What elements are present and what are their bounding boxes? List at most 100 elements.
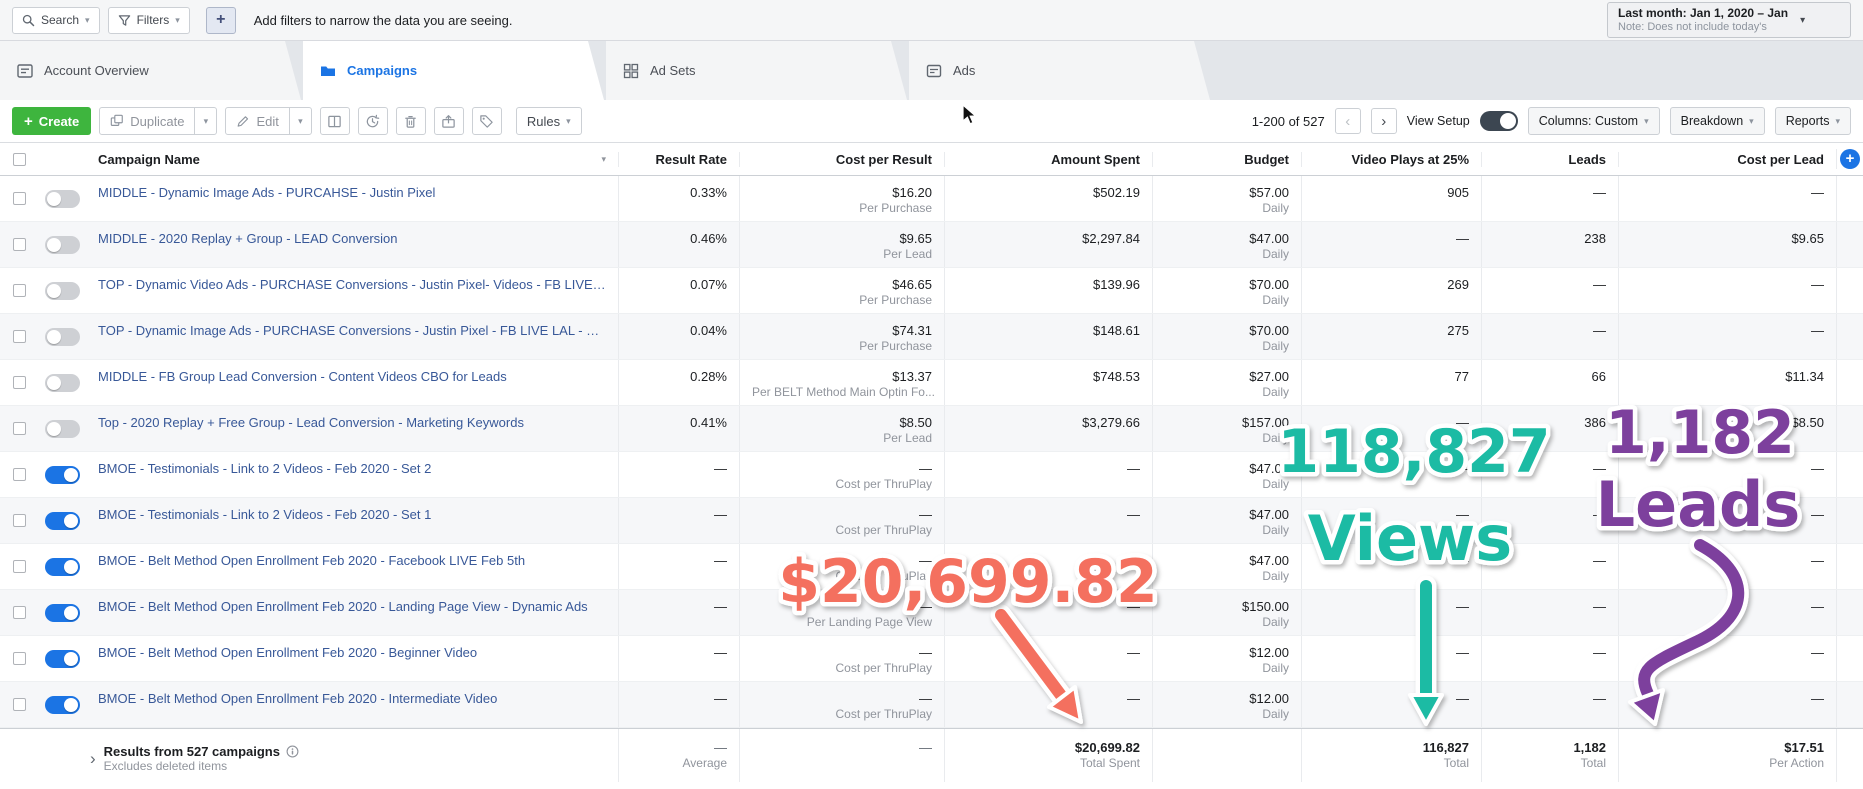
sort-caret-icon[interactable]: ▾ <box>601 153 606 164</box>
expand-results-chevron[interactable]: › <box>90 749 96 768</box>
amount-spent-cell: — <box>944 636 1152 681</box>
chevron-down-icon: ▾ <box>566 115 571 126</box>
tab-label: Campaigns <box>347 63 418 78</box>
campaign-name-link[interactable]: MIDDLE - Dynamic Image Ads - PURCAHSE - … <box>98 185 436 200</box>
cost-per-lead-cell: $9.65 <box>1618 222 1836 267</box>
toggle-knob <box>46 237 61 252</box>
campaign-name-link[interactable]: BMOE - Belt Method Open Enrollment Feb 2… <box>98 691 498 706</box>
row-checkbox[interactable] <box>12 698 26 711</box>
campaign-toggle[interactable] <box>44 373 80 392</box>
campaign-name-link[interactable]: Top - 2020 Replay + Free Group - Lead Co… <box>98 415 524 430</box>
campaign-name-link[interactable]: TOP - Dynamic Video Ads - PURCHASE Conve… <box>98 277 606 292</box>
campaign-toggle[interactable] <box>44 327 80 346</box>
row-checkbox[interactable] <box>12 422 26 435</box>
row-checkbox[interactable] <box>12 376 26 389</box>
campaign-name-link[interactable]: BMOE - Testimonials - Link to 2 Videos -… <box>98 461 432 476</box>
leads-cell: — <box>1481 544 1618 589</box>
campaign-toggle[interactable] <box>44 419 80 438</box>
campaign-name-link[interactable]: BMOE - Testimonials - Link to 2 Videos -… <box>98 507 432 522</box>
campaign-name-link[interactable]: BMOE - Belt Method Open Enrollment Feb 2… <box>98 553 526 568</box>
edit-button[interactable]: Edit <box>226 108 288 134</box>
filter-hint-text: Add filters to narrow the data you are s… <box>253 12 513 28</box>
column-header-campaign-name[interactable]: Campaign Name <box>98 151 200 167</box>
budget-cell: $47.00 Daily <box>1152 498 1301 543</box>
tab-account-overview[interactable]: Account Overview <box>0 41 301 100</box>
reports-button[interactable]: Reports ▾ <box>1774 107 1851 135</box>
row-checkbox[interactable] <box>12 560 26 573</box>
breakdown-button[interactable]: Breakdown ▾ <box>1669 107 1765 135</box>
prev-page-button[interactable]: ‹ <box>1334 108 1361 134</box>
tab-ad-sets[interactable]: Ad Sets <box>606 41 907 100</box>
campaign-toggle[interactable] <box>44 281 80 300</box>
export-button[interactable] <box>433 107 464 135</box>
search-button[interactable]: Search ▾ <box>12 6 100 34</box>
date-range-selector[interactable]: Last month: Jan 1, 2020 – Jan Note: Does… <box>1607 2 1851 38</box>
row-checkbox[interactable] <box>12 652 26 665</box>
row-checkbox[interactable] <box>12 192 26 205</box>
tag-button[interactable] <box>471 107 502 135</box>
duplicate-button[interactable]: Duplicate <box>100 108 194 134</box>
duplicate-caret-button[interactable]: ▾ <box>194 108 216 134</box>
amount-spent-cell: — <box>944 452 1152 497</box>
table-row: MIDDLE - Dynamic Image Ads - PURCAHSE - … <box>0 176 1863 222</box>
ab-test-button[interactable] <box>319 107 350 135</box>
campaign-toggle[interactable] <box>44 603 80 622</box>
cost-per-result-cell: — Cost per ThruPlay <box>739 452 944 497</box>
tab-ads[interactable]: Ads <box>909 41 1210 100</box>
add-filter-button[interactable]: + <box>205 6 236 34</box>
tab-campaigns[interactable]: Campaigns <box>303 41 604 100</box>
campaign-name-link[interactable]: BMOE - Belt Method Open Enrollment Feb 2… <box>98 599 588 614</box>
view-setup-toggle[interactable] <box>1479 111 1518 131</box>
delete-button[interactable] <box>395 107 426 135</box>
history-button[interactable] <box>357 107 388 135</box>
result-rate-cell: — <box>618 636 739 681</box>
campaign-toggle[interactable] <box>44 511 80 530</box>
edit-caret-button[interactable]: ▾ <box>288 108 311 134</box>
column-header-cost-per-lead[interactable]: Cost per Lead <box>1618 151 1836 167</box>
column-header-result-rate[interactable]: Result Rate <box>618 151 739 167</box>
row-checkbox[interactable] <box>12 606 26 619</box>
column-header-leads[interactable]: Leads <box>1481 151 1618 167</box>
campaign-toggle[interactable] <box>44 189 80 208</box>
campaign-name-link[interactable]: MIDDLE - 2020 Replay + Group - LEAD Conv… <box>98 231 398 246</box>
filters-button[interactable]: Filters ▾ <box>107 6 190 34</box>
add-column-button[interactable]: + <box>1840 149 1860 169</box>
campaign-toggle[interactable] <box>44 649 80 668</box>
video-plays-cell: — <box>1301 544 1481 589</box>
row-checkbox[interactable] <box>12 330 26 343</box>
chevron-down-icon: ▾ <box>85 14 90 25</box>
row-checkbox[interactable] <box>12 468 26 481</box>
select-all-checkbox[interactable] <box>12 152 26 166</box>
campaign-name-link[interactable]: MIDDLE - FB Group Lead Conversion - Cont… <box>98 369 507 384</box>
leads-cell: — <box>1481 314 1618 359</box>
budget-cell: $157.00 Daily <box>1152 406 1301 451</box>
info-icon[interactable] <box>286 745 299 758</box>
cost-per-result-cell: — Cost per ThruPlay <box>739 682 944 727</box>
campaign-toggle[interactable] <box>44 695 80 714</box>
table-row: MIDDLE - 2020 Replay + Group - LEAD Conv… <box>0 222 1863 268</box>
row-checkbox[interactable] <box>12 284 26 297</box>
rules-button[interactable]: Rules ▾ <box>515 107 582 135</box>
table-row: Top - 2020 Replay + Free Group - Lead Co… <box>0 406 1863 452</box>
column-header-video-plays[interactable]: Video Plays at 25% <box>1301 151 1481 167</box>
campaign-name-link[interactable]: BMOE - Belt Method Open Enrollment Feb 2… <box>98 645 478 660</box>
column-header-budget[interactable]: Budget <box>1152 151 1301 167</box>
next-page-button[interactable]: › <box>1370 108 1397 134</box>
amount-spent-cell: $3,279.66 <box>944 406 1152 451</box>
chevron-down-icon: ▾ <box>1800 14 1806 26</box>
row-checkbox[interactable] <box>12 238 26 251</box>
campaign-toggle[interactable] <box>44 465 80 484</box>
campaign-toggle[interactable] <box>44 235 80 254</box>
budget-cell: $70.00 Daily <box>1152 268 1301 313</box>
campaign-toggle[interactable] <box>44 557 80 576</box>
result-rate-cell: — <box>618 452 739 497</box>
columns-button[interactable]: Columns: Custom ▾ <box>1527 107 1660 135</box>
create-button[interactable]: + Create <box>12 107 92 135</box>
row-checkbox[interactable] <box>12 514 26 527</box>
table-row: BMOE - Testimonials - Link to 2 Videos -… <box>0 498 1863 544</box>
column-header-cost-per-result[interactable]: Cost per Result <box>739 151 944 167</box>
view-setup-label: View Setup <box>1406 114 1470 128</box>
column-header-amount-spent[interactable]: Amount Spent <box>944 151 1152 167</box>
campaign-name-link[interactable]: TOP - Dynamic Image Ads - PURCHASE Conve… <box>98 323 606 338</box>
